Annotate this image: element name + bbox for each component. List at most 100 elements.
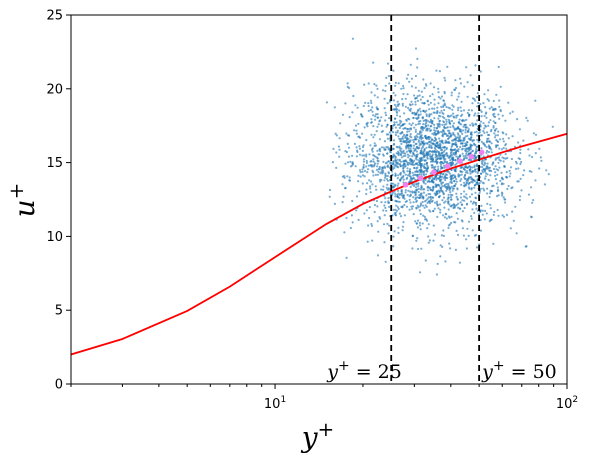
scatter-point bbox=[430, 138, 434, 141]
scatter-point bbox=[479, 103, 482, 106]
scatter-point bbox=[413, 190, 416, 194]
scatter-point bbox=[495, 93, 498, 96]
scatter-point bbox=[406, 153, 409, 156]
scatter-point bbox=[385, 161, 388, 164]
scatter-point bbox=[350, 214, 353, 217]
scatter-point bbox=[433, 207, 436, 210]
y-tick-label: 10 bbox=[46, 230, 63, 245]
scatter-point bbox=[479, 229, 482, 232]
scatter-point bbox=[467, 234, 470, 237]
scatter-point bbox=[397, 151, 400, 155]
scatter-point bbox=[413, 184, 416, 188]
scatter-point bbox=[451, 161, 454, 164]
scatter-point bbox=[531, 155, 534, 159]
scatter-point bbox=[355, 129, 358, 132]
scatter-point bbox=[484, 158, 488, 161]
scatter-point bbox=[387, 232, 390, 235]
scatter-point bbox=[419, 113, 422, 116]
scatter-point bbox=[418, 160, 422, 163]
scatter-point bbox=[509, 172, 512, 175]
scatter-point bbox=[449, 148, 453, 151]
scatter-point bbox=[519, 148, 522, 151]
scatter-point bbox=[430, 150, 434, 153]
scatter-point bbox=[450, 94, 453, 97]
scatter-point bbox=[328, 188, 332, 192]
scatter-point bbox=[404, 164, 407, 168]
scatter-point bbox=[412, 147, 415, 150]
scatter-point bbox=[423, 87, 426, 90]
scatter-point bbox=[459, 106, 462, 109]
scatter-point bbox=[480, 147, 483, 150]
scatter-point bbox=[448, 223, 452, 226]
scatter-point bbox=[443, 76, 446, 79]
scatter-point bbox=[409, 139, 412, 142]
scatter-point bbox=[488, 169, 491, 172]
scatter-point bbox=[370, 222, 373, 226]
scatter-point bbox=[456, 217, 459, 220]
scatter-point bbox=[437, 91, 440, 94]
scatter-point bbox=[346, 175, 349, 178]
scatter-point bbox=[414, 100, 417, 103]
scatter-point bbox=[377, 123, 380, 126]
scatter-point bbox=[500, 148, 504, 151]
scatter-point bbox=[376, 125, 379, 128]
scatter-point bbox=[412, 196, 415, 199]
scatter-point bbox=[433, 117, 436, 120]
scatter-point bbox=[349, 226, 352, 230]
scatter-point bbox=[403, 171, 406, 174]
scatter-point bbox=[372, 171, 375, 174]
scatter-point bbox=[422, 140, 425, 143]
scatter-point bbox=[399, 153, 402, 156]
scatter-point bbox=[370, 118, 373, 121]
scatter-point bbox=[473, 131, 476, 134]
scatter-point bbox=[351, 111, 354, 114]
scatter-point bbox=[386, 146, 389, 149]
scatter-point bbox=[392, 99, 395, 102]
scatter-point bbox=[443, 126, 446, 129]
scatter-point bbox=[436, 144, 439, 147]
scatter-point bbox=[457, 136, 460, 139]
scatter-point bbox=[368, 179, 371, 182]
scatter-point bbox=[471, 84, 474, 87]
scatter-point bbox=[414, 191, 418, 194]
scatter-point bbox=[495, 138, 498, 142]
scatter-point bbox=[431, 122, 434, 125]
scatter-point bbox=[469, 172, 472, 175]
scatter-point bbox=[437, 207, 440, 210]
scatter-point bbox=[453, 179, 456, 183]
scatter-point bbox=[465, 157, 469, 160]
scatter-point bbox=[426, 189, 429, 192]
scatter-point bbox=[466, 81, 469, 84]
scatter-point bbox=[354, 165, 357, 168]
scatter-point bbox=[453, 142, 456, 145]
scatter-point bbox=[419, 98, 422, 101]
scatter-point bbox=[396, 189, 400, 192]
scatter-point bbox=[405, 119, 408, 122]
scatter-point bbox=[391, 167, 395, 171]
scatter-point bbox=[420, 173, 423, 176]
scatter-point bbox=[414, 47, 418, 50]
scatter-point bbox=[461, 145, 465, 148]
scatter-point bbox=[407, 189, 410, 192]
scatter-point bbox=[501, 114, 504, 117]
scatter-point bbox=[435, 154, 438, 157]
scatter-point bbox=[426, 99, 429, 102]
scatter-point bbox=[446, 65, 449, 68]
scatter-point bbox=[425, 194, 428, 197]
scatter-point bbox=[409, 190, 412, 193]
scatter-point bbox=[411, 103, 414, 106]
scatter-point bbox=[426, 129, 429, 132]
scatter-point bbox=[453, 133, 456, 136]
scatter-point bbox=[530, 186, 533, 189]
scatter-point bbox=[348, 179, 352, 182]
scatter-point bbox=[520, 160, 523, 164]
scatter-point bbox=[389, 150, 392, 153]
scatter-point bbox=[362, 160, 365, 163]
scatter-point bbox=[394, 214, 398, 217]
scatter-point bbox=[382, 223, 386, 226]
scatter-point bbox=[401, 135, 405, 138]
scatter-point bbox=[478, 182, 481, 185]
scatter-point bbox=[434, 175, 437, 178]
scatter-point bbox=[491, 108, 494, 111]
scatter-point bbox=[463, 199, 466, 202]
